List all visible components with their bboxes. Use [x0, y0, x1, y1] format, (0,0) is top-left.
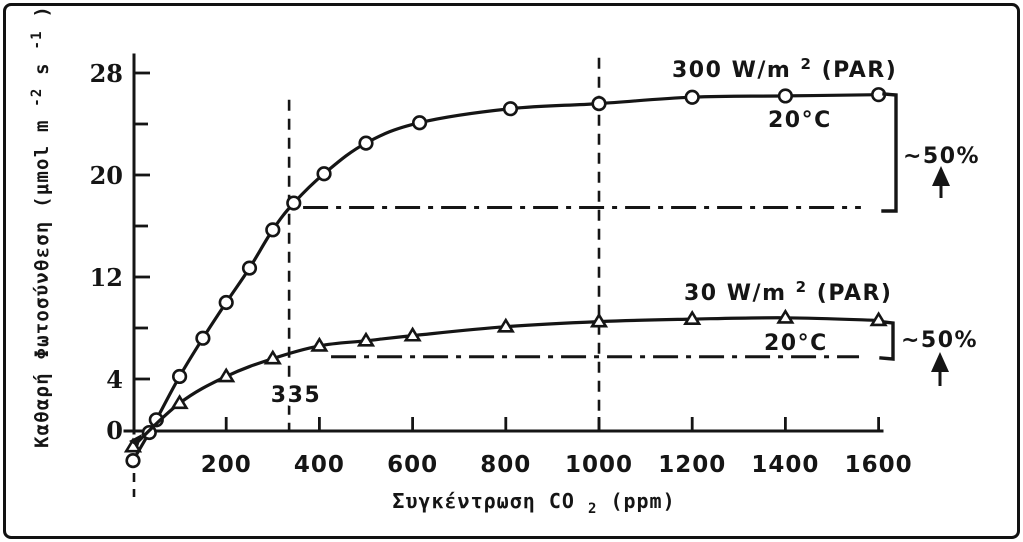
series-30-marker-100 [170, 394, 189, 410]
y-axis-title-mid: s [31, 62, 53, 75]
series-30-temp: 20°C [764, 331, 828, 356]
y-axis-title-main: Καθαρή Φωτοσύνθεση (μmol m [31, 119, 53, 448]
series-30-marker-500 [356, 331, 376, 347]
y-tick-label-20: 20 [90, 161, 123, 190]
origin-arrow-mark [129, 434, 142, 447]
series-300-marker-250 [241, 260, 258, 276]
pct-increase-upper-label: ~50% [903, 144, 980, 169]
y-axis-title-sup: -2 [29, 87, 45, 106]
y-tick-label-12: 12 [90, 263, 123, 292]
x-axis-title: Συγκέντρωση CO 2 (ppm) [392, 489, 675, 518]
series-30-marker-300 [263, 349, 282, 365]
y-axis-title-sup2: -1 [29, 30, 45, 49]
up-arrow-icon-upper [932, 166, 950, 198]
series-300-marker-410 [316, 166, 332, 182]
series-300-label-main: 300 W/m [672, 58, 791, 83]
y-tick-label-28: 28 [90, 59, 123, 88]
y-axis-title: Καθαρή Φωτοσύνθεση (μmol m -2 s -1 ) [24, 5, 53, 448]
series-300-marker-615 [411, 115, 428, 131]
series-300-marker-1200 [684, 89, 700, 105]
x-tick-label-1600: 1600 [845, 452, 913, 478]
x-tick-label-1200: 1200 [658, 452, 726, 478]
series-30-label-rest: (PAR) [817, 281, 893, 306]
series-300-temp: 20°C [768, 108, 832, 133]
series-300-marker-200 [218, 294, 234, 311]
series-30-label-main: 30 W/m [684, 281, 787, 306]
series-300-marker-345 [286, 195, 302, 211]
y-tick-label-0: 0 [106, 416, 123, 445]
co2-335-label: 335 [271, 383, 321, 408]
x-tick-label-1400: 1400 [751, 452, 819, 478]
bracket-upper [881, 92, 898, 213]
pct-increase-lower-label: ~50% [901, 328, 978, 353]
series-300-label: 300 W/m 2 (PAR) [672, 50, 897, 83]
series-300-marker-0 [125, 453, 141, 469]
series-300-label-sup: 2 [800, 55, 812, 73]
x-tick-label-1000: 1000 [565, 452, 633, 478]
x-tick-label-600: 600 [387, 452, 438, 478]
series-300-marker-100 [172, 368, 188, 385]
series-300-marker-1000 [591, 95, 607, 112]
series-300-line [131, 93, 881, 463]
series-300-marker-500 [358, 135, 374, 151]
series-30-marker-200 [217, 367, 236, 383]
series-300-marker-300 [265, 222, 281, 238]
series-30-marker-800 [496, 317, 515, 333]
series-30-marker-1400 [776, 308, 795, 324]
series-30-marker-600 [403, 326, 422, 342]
up-arrow-icon-lower [931, 352, 949, 386]
series-30-label: 30 W/m 2 (PAR) [684, 273, 892, 306]
y-tick-label-4: 4 [106, 365, 123, 394]
x-tick-label-200: 200 [201, 452, 252, 478]
x-axis-title-sub: 2 [588, 501, 597, 517]
up-arrow-upper-head [932, 166, 950, 186]
x-tick-label-800: 800 [480, 452, 531, 478]
series-300-marker-150 [195, 330, 211, 346]
x-axis-title-main: Συγκέντρωση CO [392, 489, 575, 513]
x-tick-label-400: 400 [294, 452, 345, 478]
series-30-marker-1000 [589, 312, 609, 328]
series-30-marker-1600 [869, 311, 888, 327]
series-30-marker-400 [310, 336, 329, 352]
series-300-marker-1400 [777, 88, 794, 104]
series-30-label-sup: 2 [796, 278, 808, 296]
series-300-label-rest: (PAR) [822, 58, 898, 83]
y-axis-title-rest: ) [31, 5, 53, 18]
up-arrow-lower-head [931, 352, 949, 372]
x-axis-title-rest: (ppm) [610, 489, 675, 513]
bracket-lower [879, 320, 895, 361]
series-300-marker-810 [502, 101, 519, 117]
series-30-marker-1200 [683, 309, 702, 325]
